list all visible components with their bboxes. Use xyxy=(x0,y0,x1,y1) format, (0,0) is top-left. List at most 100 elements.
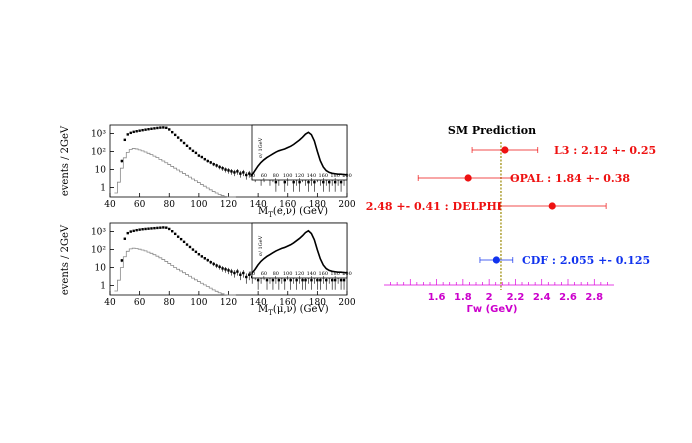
gamma-w-axis-label: Γw (GeV) xyxy=(467,304,518,315)
top-inset-x-ticks: 40 60 80 100 120 140 160 180 200 xyxy=(249,173,352,180)
gamma-w-tick-label: 2.2 xyxy=(507,292,525,303)
inset-tick-label: 120 xyxy=(295,173,305,179)
x-tick-label: 140 xyxy=(250,298,267,308)
top-x-label-sub: T xyxy=(268,211,273,219)
data-point xyxy=(150,127,153,130)
sm-prediction-title: SM Prediction xyxy=(448,124,536,137)
data-point xyxy=(245,273,248,284)
inset-tick-label: 140 xyxy=(307,271,317,277)
x-tick-label: 40 xyxy=(104,200,116,210)
measurement-marker xyxy=(464,174,472,182)
data-point xyxy=(215,163,218,168)
inset-tick-label: 60 xyxy=(261,271,267,277)
data-point xyxy=(135,130,138,133)
data-point xyxy=(144,128,147,131)
data-point xyxy=(212,162,215,167)
top-x-label-rest: (e,ν) (GeV) xyxy=(273,206,328,217)
bottom-x-axis-label: MT(μ,ν) (GeV) xyxy=(258,304,329,317)
data-point xyxy=(168,128,171,131)
x-tick-label: 140 xyxy=(250,200,267,210)
measurement-marker xyxy=(492,256,500,264)
measurement-label: L3 : 2.12 +- 0.25 xyxy=(554,144,656,157)
data-point xyxy=(239,170,242,178)
bottom-inset-x-ticks: 40 60 80 100 120 140 160 180 200 xyxy=(249,271,352,278)
data-point xyxy=(120,259,124,263)
bottom-inset-frame xyxy=(251,222,348,279)
x-tick-label: 120 xyxy=(220,298,237,308)
data-point xyxy=(194,151,198,155)
mc-histogram-line xyxy=(114,247,236,296)
gamma-w-tick-label: 1.8 xyxy=(454,292,472,303)
data-point xyxy=(171,130,174,134)
data-point xyxy=(135,228,138,232)
measurement-label: OPAL : 1.84 +- 0.38 xyxy=(510,172,630,185)
data-point xyxy=(233,169,236,177)
measurement-2: 2.48 +- 0.41 : DELPHI xyxy=(366,200,607,213)
data-point xyxy=(248,170,251,178)
inset-tick-label: 200 xyxy=(342,173,352,179)
data-point xyxy=(126,231,129,235)
data-point xyxy=(227,168,230,174)
top-mc-histogram xyxy=(114,148,236,198)
data-point xyxy=(132,130,135,134)
data-point xyxy=(179,139,183,142)
data-point xyxy=(224,266,227,273)
measurement-marker xyxy=(501,146,509,154)
data-point xyxy=(191,149,195,153)
data-point xyxy=(162,226,165,229)
data-point xyxy=(182,141,186,145)
top-inset-plot: 40 60 80 100 120 140 160 180 200 σ/ 1GeV xyxy=(249,124,352,181)
data-point xyxy=(173,232,177,236)
data-point xyxy=(153,127,156,130)
data-point xyxy=(171,230,174,233)
data-point xyxy=(141,228,144,231)
data-point xyxy=(224,167,227,173)
x-tick-label: 120 xyxy=(220,200,237,210)
data-point xyxy=(212,262,215,267)
data-point xyxy=(162,126,165,129)
data-point xyxy=(156,126,159,130)
top-x-axis-label: MT(e,ν) (GeV) xyxy=(258,206,328,219)
bottom-x-ticks: 40 60 80 100 120 140 160 180 200 xyxy=(104,291,356,308)
data-point xyxy=(168,227,171,231)
measurement-label: CDF : 2.055 +- 0.125 xyxy=(522,254,650,267)
inset-tick-label: 40 xyxy=(249,271,255,277)
inset-tick-label: 160 xyxy=(318,173,328,179)
data-point xyxy=(159,126,162,129)
data-point xyxy=(123,237,127,240)
x-tick-label: 60 xyxy=(134,298,146,308)
data-point xyxy=(129,230,132,233)
data-point xyxy=(248,271,251,281)
data-point xyxy=(188,245,192,249)
gamma-w-ticks: 1.6 1.8 2 2.2 2.4 2.6 2.8 xyxy=(390,279,608,303)
bottom-x-label-main: M xyxy=(258,304,268,315)
data-point xyxy=(245,172,248,180)
x-tick-label: 180 xyxy=(309,200,326,210)
data-point xyxy=(200,255,204,258)
measurement-marker xyxy=(548,202,556,210)
data-point xyxy=(242,169,245,177)
y-tick-label: 10³ xyxy=(91,228,106,238)
gamma-w-tick-label: 1.6 xyxy=(428,292,446,303)
data-point xyxy=(138,228,141,231)
data-point xyxy=(218,165,221,170)
data-point xyxy=(221,266,224,272)
x-tick-label: 100 xyxy=(190,298,207,308)
data-point xyxy=(236,168,239,175)
data-point xyxy=(179,237,183,241)
data-point xyxy=(230,268,233,276)
data-point xyxy=(197,253,201,256)
y-tick-label: 10 xyxy=(95,264,107,274)
inset-tick-label: 100 xyxy=(283,173,293,179)
data-point xyxy=(203,157,206,161)
data-point xyxy=(236,268,239,276)
data-point xyxy=(138,129,141,132)
bottom-mc-histogram xyxy=(114,247,236,296)
top-inset-curve xyxy=(251,131,347,176)
bottom-y-ticks: 1 10 10² 10³ xyxy=(91,228,114,292)
bottom-inset-curve xyxy=(251,229,347,274)
x-tick-label: 180 xyxy=(309,298,326,308)
data-point xyxy=(159,226,162,229)
